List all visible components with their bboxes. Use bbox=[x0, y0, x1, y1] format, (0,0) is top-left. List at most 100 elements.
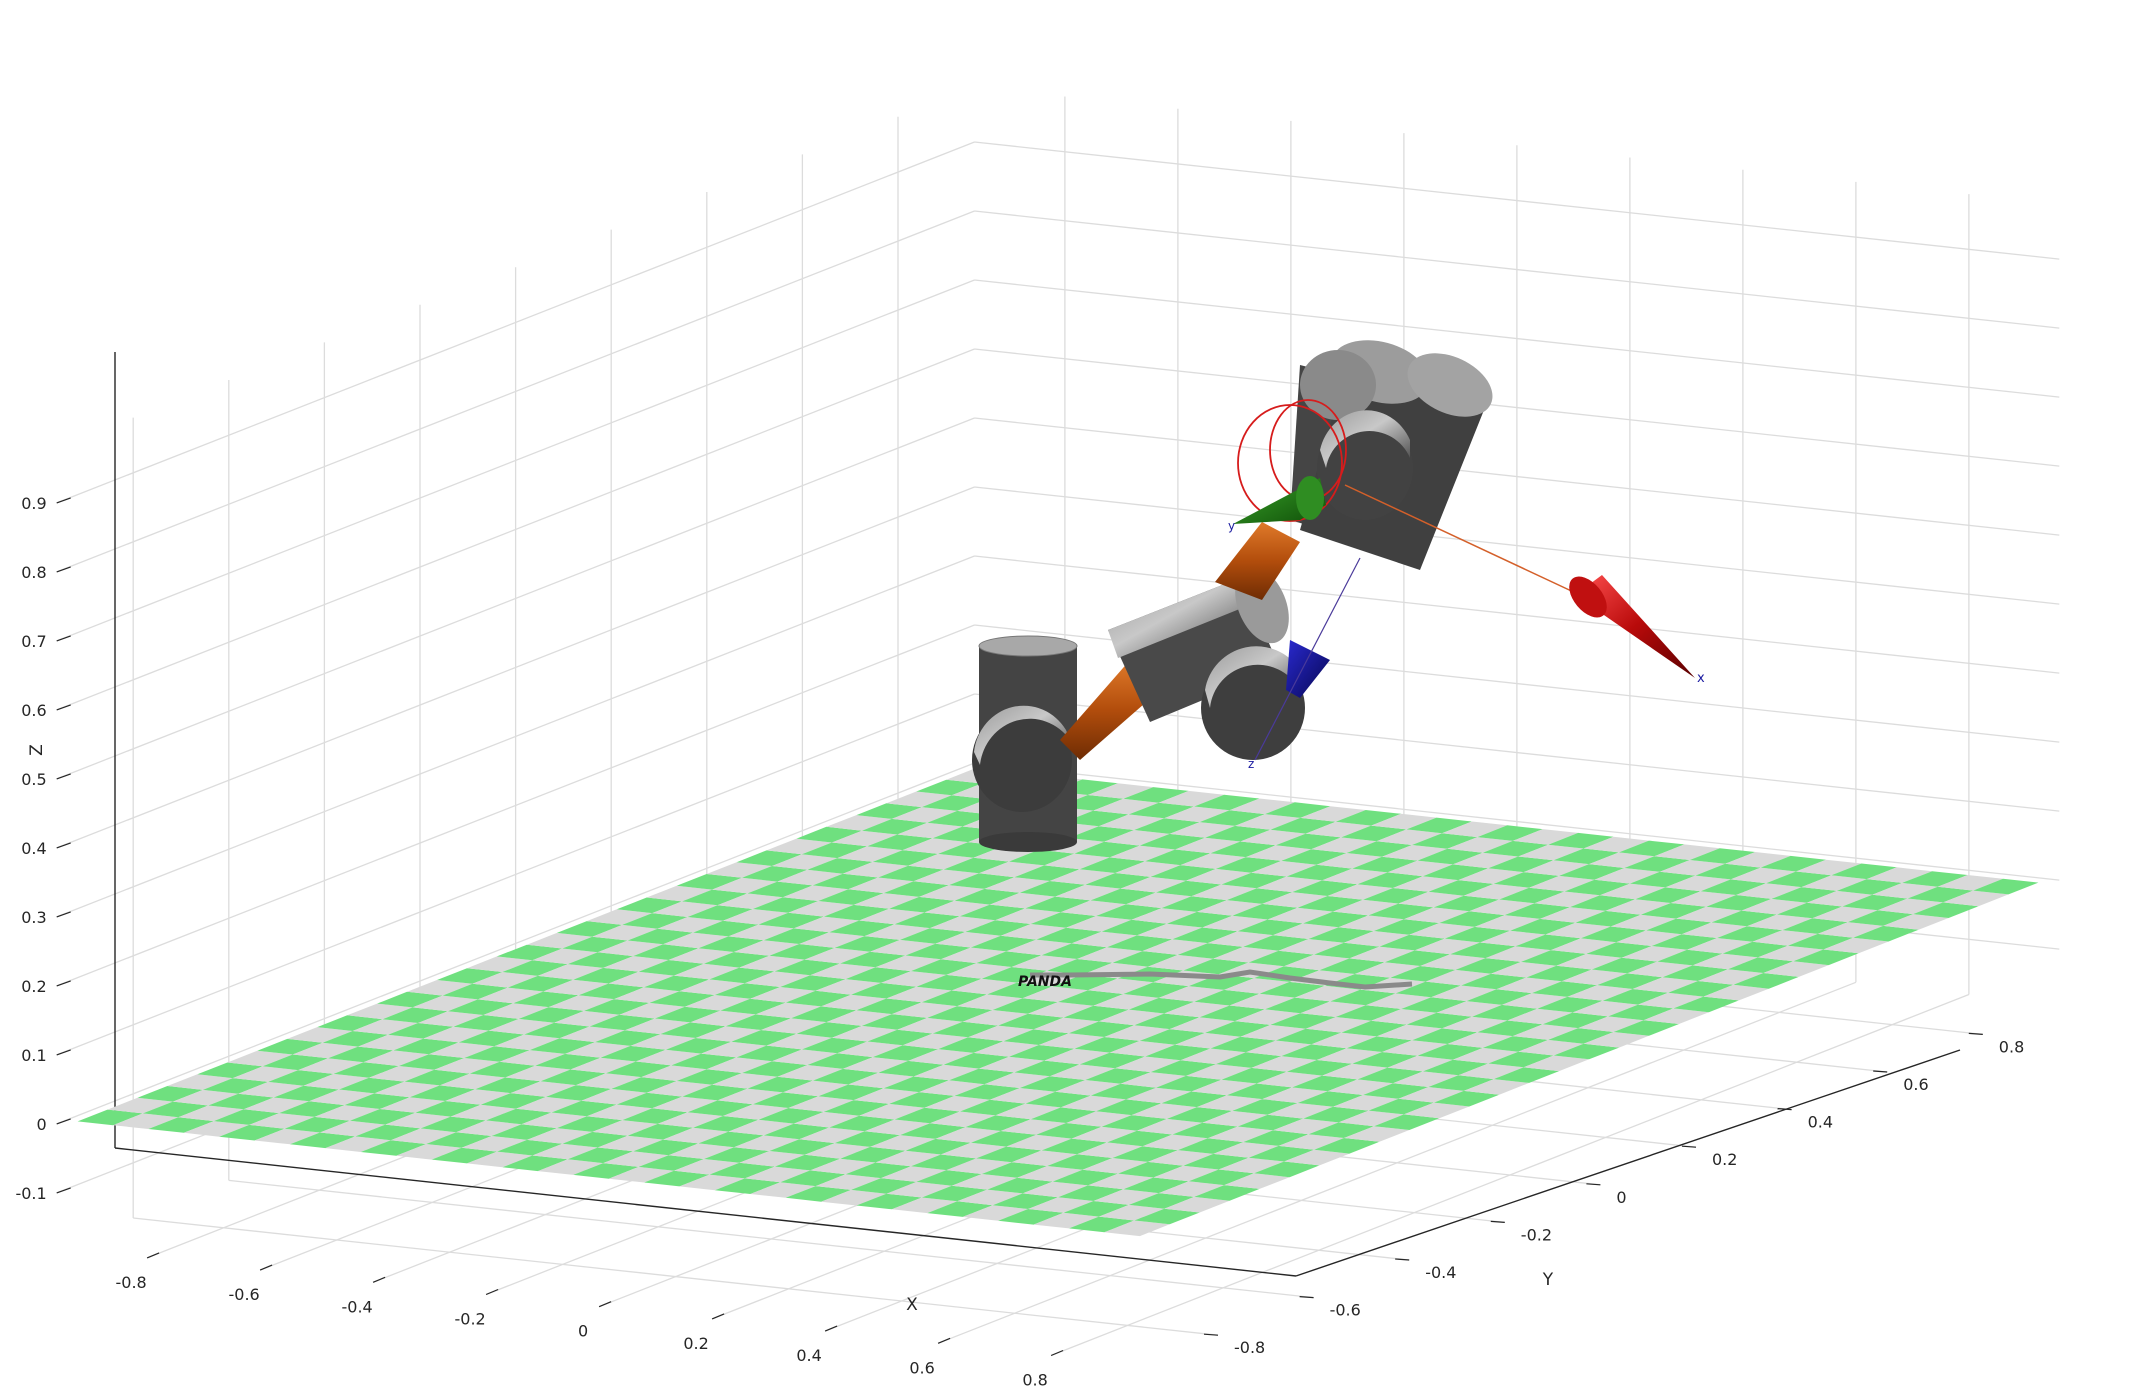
floor-tile bbox=[908, 853, 974, 870]
floor-tile bbox=[1036, 927, 1102, 944]
floor-tile bbox=[1417, 848, 1483, 865]
floor-tile bbox=[981, 1162, 1048, 1178]
floor-tile bbox=[1831, 863, 1897, 880]
floor-tile bbox=[423, 1026, 489, 1043]
floor-tile bbox=[1090, 888, 1156, 905]
floor-tile bbox=[358, 1034, 424, 1051]
floor-tile bbox=[853, 1088, 920, 1104]
y-tick-label: 0.8 bbox=[1999, 1037, 2024, 1056]
floor-tile bbox=[1338, 915, 1404, 931]
floor-tile bbox=[1229, 993, 1295, 1010]
floor-tile bbox=[1177, 1138, 1244, 1154]
floor-tile bbox=[1087, 783, 1154, 799]
floor-tile bbox=[1074, 1037, 1140, 1053]
floor-tile bbox=[502, 1155, 568, 1172]
floor-tile bbox=[834, 936, 900, 952]
floor-tile bbox=[1311, 837, 1377, 853]
floor-tile bbox=[213, 1109, 280, 1125]
floor-tile bbox=[1109, 845, 1176, 862]
floor-tile bbox=[202, 1078, 269, 1094]
floor-tile bbox=[859, 908, 925, 925]
floor-tile bbox=[1493, 1067, 1560, 1083]
floor-tile bbox=[1055, 1080, 1121, 1096]
floor-tile bbox=[856, 803, 922, 819]
tick-mark bbox=[56, 704, 71, 711]
floor-tile bbox=[1049, 1064, 1116, 1080]
floor-tile bbox=[1150, 1060, 1216, 1076]
floor-tile bbox=[998, 1209, 1064, 1225]
floor-tile bbox=[1747, 914, 1813, 931]
floor-tile bbox=[1344, 1126, 1410, 1142]
floor-tile bbox=[1248, 950, 1314, 967]
floor-tile bbox=[962, 1205, 1029, 1221]
floor-tile bbox=[1757, 945, 1824, 962]
floor-tile bbox=[881, 1166, 947, 1182]
floor-tile bbox=[344, 1093, 410, 1109]
floor-tile bbox=[1943, 890, 2009, 907]
floor-tile bbox=[1333, 1095, 1399, 1111]
floor-tile bbox=[954, 1084, 1020, 1100]
floor-tile bbox=[1093, 798, 1159, 815]
floor-tile bbox=[725, 1014, 792, 1030]
tick-mark bbox=[824, 1325, 838, 1332]
floor-tile bbox=[309, 1089, 375, 1106]
floor-tile bbox=[1107, 1130, 1173, 1147]
floor-tile bbox=[576, 1073, 642, 1089]
floor-tile bbox=[802, 1037, 868, 1054]
floor-tile bbox=[829, 1115, 895, 1132]
floor-tile bbox=[897, 1017, 963, 1034]
floor-tile bbox=[951, 1174, 1018, 1190]
floor-tile bbox=[1363, 1083, 1429, 1099]
floor-tile bbox=[219, 1124, 285, 1141]
floor-tile bbox=[491, 1124, 557, 1140]
floor-tile bbox=[543, 979, 609, 996]
floor-tile bbox=[477, 987, 544, 1004]
floor-tile bbox=[442, 983, 508, 1000]
floor-tile bbox=[1390, 966, 1456, 982]
floor-tile bbox=[1583, 1032, 1649, 1048]
floor-tile bbox=[889, 1092, 955, 1108]
floor-tile bbox=[649, 991, 715, 1007]
tick-mark bbox=[1586, 1183, 1601, 1186]
floor-tile bbox=[1025, 1091, 1091, 1108]
z-tick-label: 0.5 bbox=[21, 770, 46, 789]
floor-tile bbox=[1442, 821, 1508, 838]
floor-tile bbox=[641, 1065, 707, 1081]
floor-tile bbox=[984, 1072, 1050, 1088]
floor-tile bbox=[1531, 981, 1598, 997]
floor-tile bbox=[949, 873, 1015, 889]
grid-line bbox=[56, 555, 975, 918]
floor-tile bbox=[1022, 986, 1088, 1002]
floor-tile bbox=[987, 982, 1053, 999]
floor-tile bbox=[883, 1076, 950, 1093]
y-tick-label: 0 bbox=[1616, 1188, 1626, 1207]
floor-tile bbox=[753, 1092, 819, 1108]
floor-tile bbox=[292, 1042, 359, 1059]
floor-tile bbox=[1627, 961, 1693, 978]
floor-tile bbox=[1403, 907, 1470, 923]
floor-tile bbox=[1156, 1075, 1222, 1092]
floor-tile bbox=[1164, 1196, 1230, 1213]
forearm-link bbox=[1215, 522, 1300, 600]
floor-tile bbox=[935, 1127, 1001, 1143]
floor-tile bbox=[1060, 900, 1127, 916]
floor-tile bbox=[437, 968, 503, 984]
floor-tile bbox=[1115, 1056, 1181, 1073]
floor-tile bbox=[644, 975, 710, 992]
floor-tile bbox=[1077, 947, 1143, 963]
floor-tile bbox=[714, 1178, 781, 1194]
floor-tile bbox=[1036, 1123, 1102, 1139]
floor-tile bbox=[559, 1026, 625, 1043]
floor-tile bbox=[1507, 1008, 1573, 1025]
floor-tile bbox=[1550, 938, 1617, 954]
x-tick-label: 0.2 bbox=[683, 1334, 708, 1353]
floor-tile bbox=[1698, 969, 1764, 985]
floor-tile bbox=[502, 960, 568, 976]
floor-tile bbox=[905, 1138, 971, 1155]
floor-tile bbox=[1142, 939, 1208, 955]
floor-tile bbox=[1033, 1017, 1099, 1034]
floor-tile bbox=[736, 1045, 802, 1062]
floor-tile bbox=[1436, 1001, 1502, 1017]
floor-tile bbox=[1872, 882, 1938, 899]
floor-tile bbox=[744, 971, 811, 987]
